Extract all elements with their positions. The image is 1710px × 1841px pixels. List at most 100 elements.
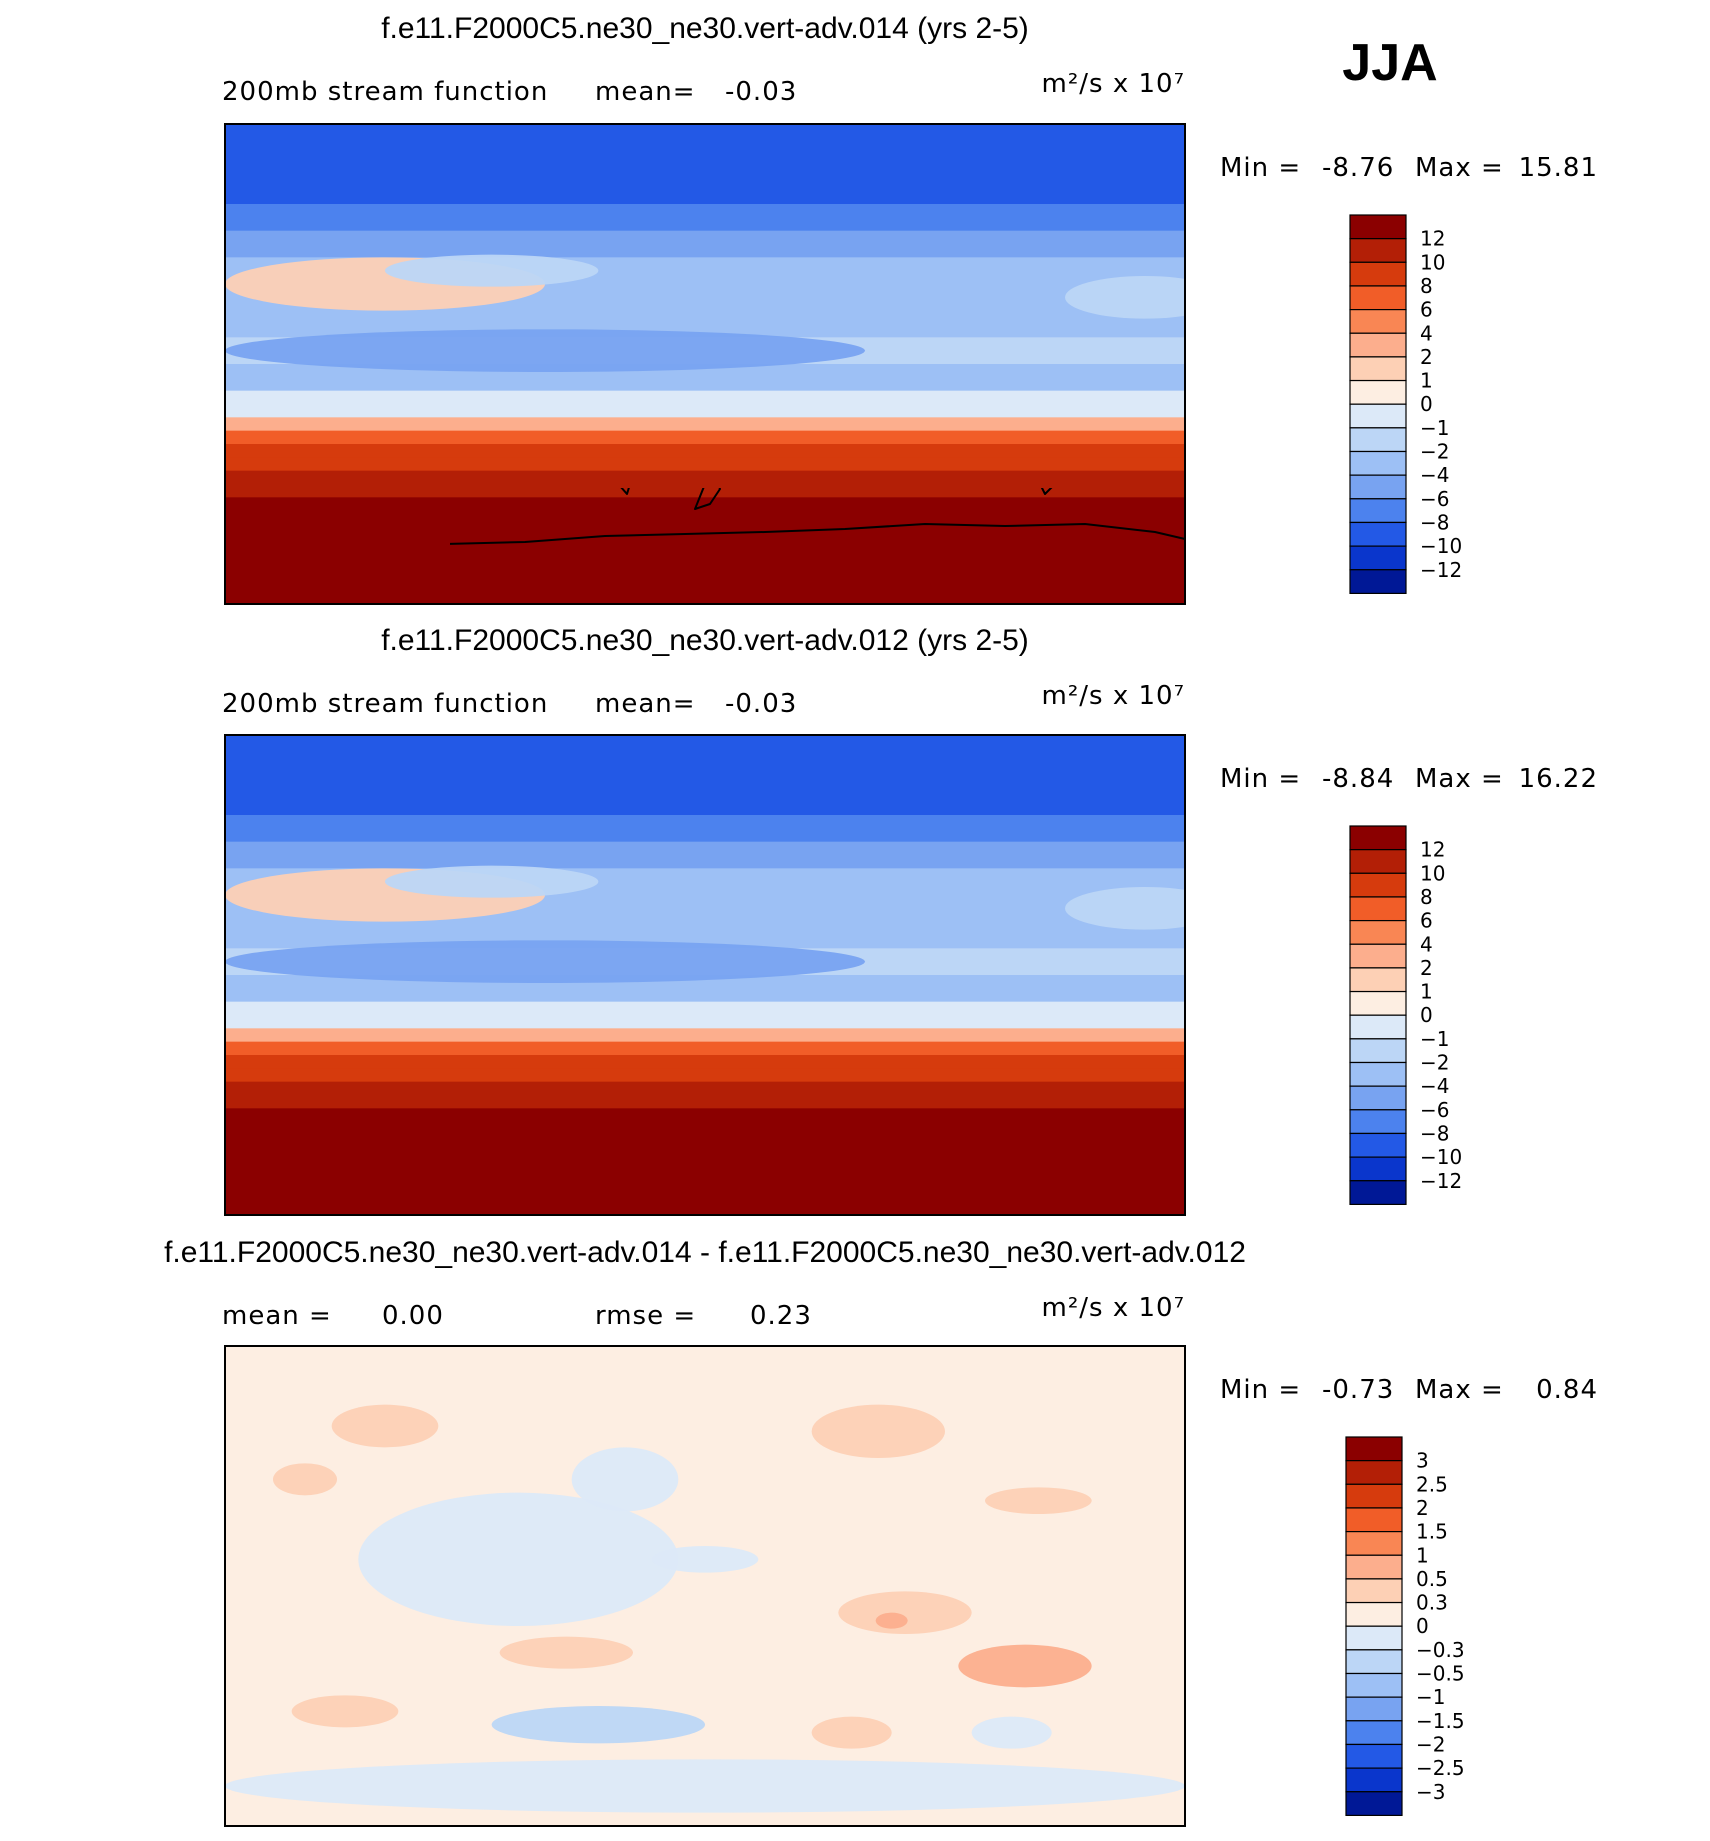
panel-1-max-label: Max = [1415,153,1504,183]
panel-3-max-label: Max = [1415,1375,1504,1405]
colorbar-swatch [1349,1109,1407,1135]
colorbar-tick-label: 10 [1420,861,1445,885]
colorbar-tick-label: 3 [1416,1449,1429,1473]
field-anomaly [385,865,599,898]
panel-1-mean-value: -0.03 [725,77,797,107]
colorbar-tick-label: 12 [1420,227,1445,251]
panel-3-max-value: 0.84 [1536,1375,1598,1405]
colorbar-swatch [1345,1672,1403,1698]
colorbar-tick-label: −1 [1416,1685,1445,1709]
colorbar-swatch [1345,1601,1403,1627]
colorbar-tick-label: 8 [1420,274,1433,298]
panel-1-min-value: -8.76 [1322,153,1394,183]
field-band [225,230,1185,258]
colorbar-swatch [1349,332,1407,358]
colorbar-tick-label: 0 [1420,392,1433,416]
colorbar-swatch [1349,214,1407,240]
panel-2-min-label: Min = [1220,764,1301,794]
colorbar-tick-label: 0.5 [1416,1567,1448,1591]
field-blob [571,1447,679,1512]
field-band [225,457,1185,472]
field-blob [811,1404,945,1459]
colorbar-swatch [1349,1061,1407,1087]
colorbar-tick-label: 2 [1420,956,1433,980]
panel-1-left-label: 200mb stream function [222,77,548,107]
colorbar-tick-label: −1 [1420,416,1449,440]
panel-1-mean-label: mean= [595,77,696,107]
colorbar-swatch [1349,990,1407,1016]
colorbar-tick-label: −4 [1420,1074,1449,1098]
field-band [225,124,1185,165]
panel-1-map [225,124,1185,604]
colorbar-swatch [1345,1791,1403,1816]
colorbar-tick-label: −2 [1420,440,1449,464]
field-band [225,1108,1185,1136]
field-anomaly [385,254,599,287]
panel-3: f.e11.F2000C5.ne30_ne30.vert-adv.014 - f… [164,1236,1598,1827]
field-band [225,1055,1185,1069]
field-band [225,550,1185,604]
panel-1: f.e11.F2000C5.ne30_ne30.vert-adv.014 (yr… [222,12,1597,605]
panel-3-colorbar: 32.521.510.50.30−0.3−0.5−1−1.5−2−2.5−3 [1345,1436,1465,1816]
colorbar-swatch [1349,498,1407,524]
colorbar-swatch [1345,1436,1403,1462]
colorbar-swatch [1349,545,1407,571]
field-band [225,1161,1185,1215]
colorbar-tick-label: 1 [1420,369,1433,393]
panel-2-units: m²/s x 10⁷ [1042,681,1185,711]
colorbar-tick-label: −2 [1416,1732,1445,1756]
colorbar-swatch [1345,1625,1403,1651]
panel-3-title: f.e11.F2000C5.ne30_ne30.vert-adv.014 - f… [164,1236,1246,1269]
colorbar-tick-label: 2.5 [1416,1472,1448,1496]
colorbar-swatch [1345,1483,1403,1509]
panel-1-title: f.e11.F2000C5.ne30_ne30.vert-adv.014 (yr… [381,12,1029,45]
colorbar-swatch [1345,1530,1403,1556]
colorbar-tick-label: −3 [1416,1780,1445,1804]
colorbar-swatch [1349,261,1407,287]
colorbar-tick-label: −8 [1420,510,1449,534]
colorbar-swatch [1349,309,1407,334]
field-anomaly [225,329,865,372]
colorbar-swatch [1345,1507,1403,1533]
panel-2-min-value: -8.84 [1322,764,1394,794]
colorbar-tick-label: 2 [1420,345,1433,369]
field-blob [958,1644,1092,1688]
panel-2-max-label: Max = [1415,764,1504,794]
colorbar-tick-label: −10 [1420,534,1462,558]
colorbar-swatch [1349,1180,1407,1205]
colorbar-tick-label: 2 [1416,1496,1429,1520]
field-band [225,841,1185,869]
field-band [225,204,1185,232]
field-band [225,1081,1185,1096]
field-band [225,390,1185,418]
field-blob [651,1546,759,1573]
colorbar-swatch [1349,238,1407,263]
field-blob [491,1706,705,1744]
panel-2-left-label: 200mb stream function [222,689,548,719]
colorbar-tick-label: 0.3 [1416,1591,1448,1615]
colorbar-tick-label: −2.5 [1416,1756,1465,1780]
colorbar-tick-label: −8 [1420,1121,1449,1145]
field-band [225,735,1185,776]
colorbar-swatch [1345,1578,1403,1604]
colorbar-tick-label: 1.5 [1416,1520,1448,1544]
colorbar-swatch [1349,967,1407,993]
panel-2-frame [224,734,1186,1216]
field-blob [811,1716,892,1749]
colorbar-swatch [1349,872,1407,898]
colorbar-swatch [1349,285,1407,311]
colorbar-tick-label: −4 [1420,463,1449,487]
field-band [225,815,1185,843]
field-band [225,484,1185,498]
colorbar-swatch [1349,474,1407,500]
panel-3-mean-label: mean = [222,1301,332,1331]
colorbar-tick-label: 8 [1420,885,1433,909]
colorbar-tick-label: 10 [1420,250,1445,274]
field-band [225,417,1185,432]
colorbar-swatch [1349,1156,1407,1182]
panel-2-title: f.e11.F2000C5.ne30_ne30.vert-adv.012 (yr… [381,624,1029,657]
colorbar-tick-label: 1 [1420,980,1433,1004]
colorbar-tick-label: 1 [1416,1543,1429,1567]
